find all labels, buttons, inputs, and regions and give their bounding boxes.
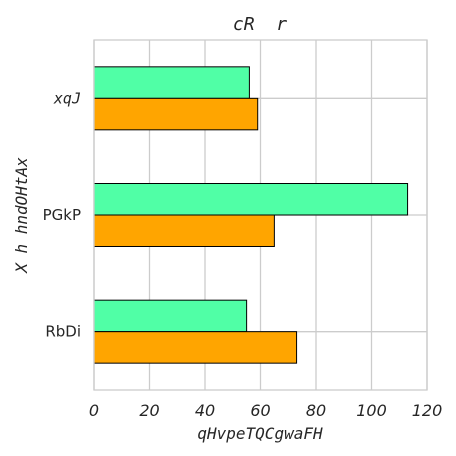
bar-series-1-xqj (93, 66, 250, 99)
x-tick-label: 40 (195, 401, 215, 420)
y-tick-label: xqJ (53, 89, 81, 107)
plot-frame (93, 39, 428, 391)
y-tick-labels: xqJ PGkP RbDi (43, 89, 81, 340)
x-axis-label: qHvpeTQCgwaFH (197, 424, 323, 443)
chart-title: cR r (233, 14, 287, 35)
x-tick-label: 80 (306, 401, 326, 420)
x-tick-label: 0 (89, 401, 99, 420)
y-axis-label: X h hndOHtAx (12, 157, 31, 274)
x-tick-label: 60 (250, 401, 270, 420)
bar-series-1-pgkp (93, 183, 409, 216)
y-tick-label: PGkP (43, 206, 81, 224)
bar-series-1-rbdi (93, 299, 248, 333)
bar-series-2-rbdi (93, 331, 298, 364)
x-tick-label: 20 (139, 401, 159, 420)
bars (93, 66, 409, 364)
bar-series-2-pgkp (93, 214, 275, 247)
x-tick-labels: 0 20 40 60 80 100 120 (89, 401, 442, 420)
x-tick-label: 120 (412, 401, 443, 420)
bar-series-2-xqj (93, 97, 259, 131)
x-tick-label: 100 (356, 401, 387, 420)
y-tick-label: RbDi (45, 323, 81, 341)
